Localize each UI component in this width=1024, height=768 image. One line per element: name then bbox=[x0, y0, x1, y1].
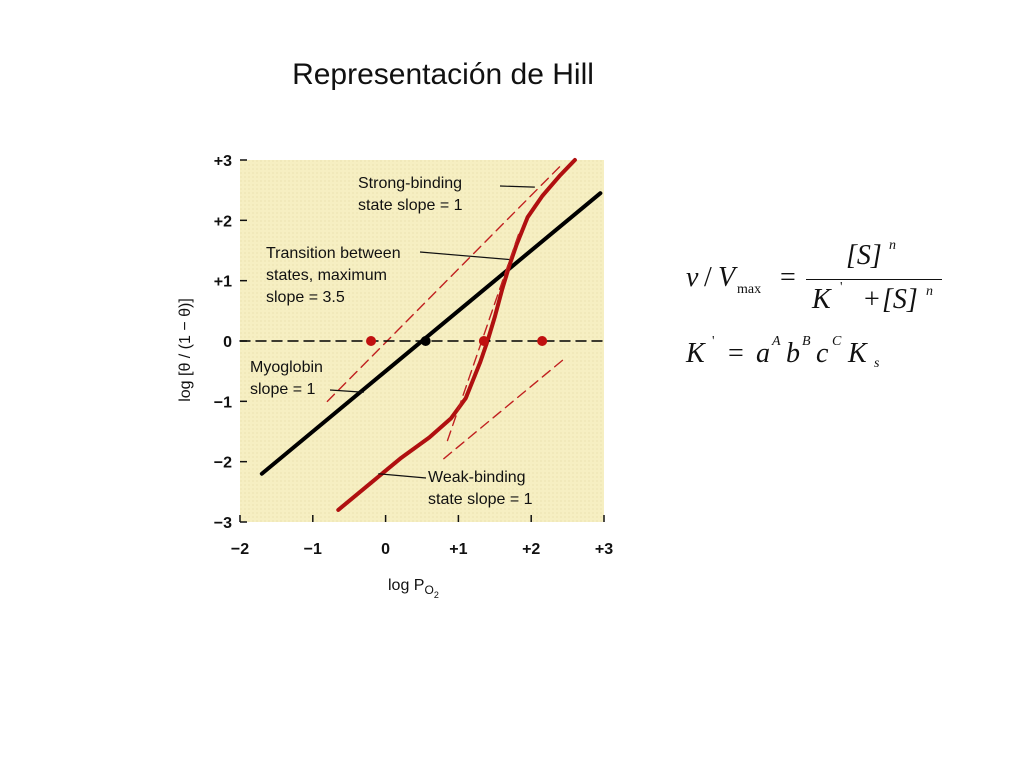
annotation-text: state slope = 1 bbox=[428, 491, 533, 508]
series-myoglobin bbox=[259, 191, 603, 476]
annotation-text: Strong-binding bbox=[358, 175, 462, 192]
x-axis-title-subsub: 2 bbox=[434, 590, 439, 600]
x-axis-title: log PO2 bbox=[388, 577, 439, 600]
data-point bbox=[537, 336, 548, 346]
y-tick-label: 0 bbox=[223, 334, 232, 351]
annotation-transition: Transition between states, maximum slope =… bbox=[266, 245, 510, 306]
slide-title: Representación de Hill bbox=[292, 58, 594, 91]
annotation-text: state slope = 1 bbox=[358, 197, 463, 214]
y-tick-label: −3 bbox=[214, 515, 232, 532]
annotation-weak: Weak-binding state slope = 1 bbox=[378, 469, 533, 508]
x-axis-title-sub: O bbox=[424, 583, 433, 597]
series-transition-slope-3-5 bbox=[446, 228, 521, 442]
points-group bbox=[366, 336, 548, 346]
y-tick-label: +1 bbox=[214, 274, 232, 291]
annotation-leader bbox=[419, 251, 510, 261]
x-tick-label: +1 bbox=[449, 541, 467, 558]
annotation-text: slope = 3.5 bbox=[266, 289, 345, 306]
x-tick-label: +3 bbox=[595, 541, 613, 558]
annotation-text: slope = 1 bbox=[250, 381, 315, 398]
annotation-text: Transition between bbox=[266, 245, 401, 262]
x-tick-label: +2 bbox=[522, 541, 540, 558]
series-hemoglobin bbox=[336, 158, 577, 512]
y-tick-label: +3 bbox=[214, 153, 232, 170]
x-axis-title-main: log P bbox=[388, 577, 424, 594]
x-tick-label: −1 bbox=[304, 541, 322, 558]
x-tick-label: 0 bbox=[381, 541, 390, 558]
annotation-text: Myoglobin bbox=[250, 359, 323, 376]
annotation-leader bbox=[378, 473, 427, 479]
annotations-group: Strong-binding state slope = 1 Transition … bbox=[250, 175, 535, 508]
series-weak-binding-state bbox=[443, 358, 565, 460]
data-point bbox=[420, 336, 431, 346]
series-strong-binding-state bbox=[326, 165, 562, 403]
data-point bbox=[366, 336, 377, 346]
annotation-leader bbox=[329, 389, 364, 393]
y-tick-label: −1 bbox=[214, 394, 232, 411]
annotation-myoglobin: Myoglobin slope = 1 bbox=[250, 359, 364, 398]
axis-ticks: −2 −1 0 +1 +2 +3 +3 +2 +1 0 −1 −2 −3 bbox=[214, 153, 613, 558]
annotation-text: Weak-binding bbox=[428, 469, 526, 486]
annotation-leader bbox=[499, 185, 535, 188]
annotation-strong: Strong-binding state slope = 1 bbox=[358, 175, 535, 214]
y-tick-label: +2 bbox=[214, 213, 232, 230]
y-tick-label: −2 bbox=[214, 455, 232, 472]
data-point bbox=[478, 336, 489, 346]
y-axis-title: log [θ / (1 − θ)] bbox=[177, 298, 194, 402]
x-tick-label: −2 bbox=[231, 541, 249, 558]
annotation-text: states, maximum bbox=[266, 267, 387, 284]
